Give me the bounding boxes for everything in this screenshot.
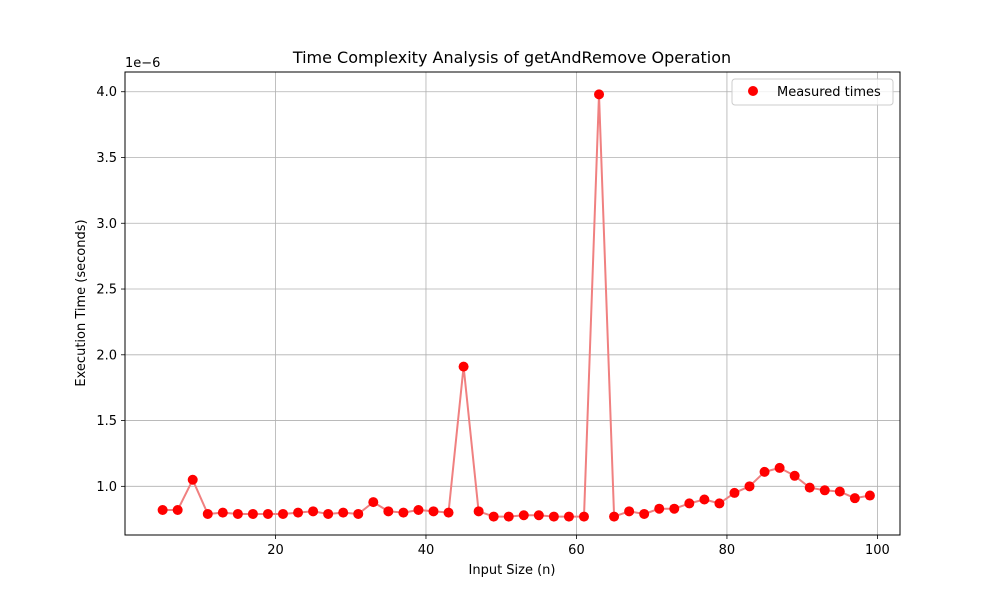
data-point: [578, 511, 589, 522]
chart-title: Time Complexity Analysis of getAndRemove…: [292, 48, 731, 67]
legend-label: Measured times: [777, 85, 881, 100]
data-point: [338, 507, 349, 518]
data-point: [262, 508, 273, 519]
data-point: [759, 466, 770, 477]
legend-box: [731, 78, 894, 106]
data-point: [323, 508, 334, 519]
y-offset-label: 1e−6: [125, 56, 160, 71]
data-point: [789, 470, 800, 481]
data-point: [247, 508, 258, 519]
x-tick-label: 20: [267, 543, 284, 558]
data-point: [849, 493, 860, 504]
data-point: [594, 89, 605, 100]
data-point: [278, 508, 289, 519]
y-tick-label: 1.5: [96, 414, 117, 429]
data-point: [443, 507, 454, 518]
data-point: [473, 506, 484, 517]
data-point: [202, 508, 213, 519]
plot-area-frame: [124, 71, 901, 536]
data-point: [217, 507, 228, 518]
legend: Measured times: [731, 78, 894, 106]
data-point: [684, 498, 695, 509]
data-point: [714, 498, 725, 509]
data-point: [428, 506, 439, 517]
data-point: [609, 511, 620, 522]
data-point: [488, 511, 499, 522]
data-point: [669, 503, 680, 514]
data-point: [729, 487, 740, 498]
y-tick-label: 2.0: [96, 348, 117, 363]
y-tick-label: 4.0: [96, 85, 117, 100]
data-point: [639, 508, 650, 519]
x-tick-label: 100: [865, 543, 890, 558]
y-tick-label: 3.5: [96, 151, 117, 166]
x-tick-label: 40: [418, 543, 435, 558]
data-point: [353, 508, 364, 519]
legend-marker: [748, 86, 758, 96]
grid-lines: [125, 72, 900, 535]
y-axis-label: Execution Time (seconds): [74, 219, 89, 386]
data-point: [774, 462, 785, 473]
data-point: [172, 505, 183, 516]
data-point: [624, 506, 635, 517]
x-tick-label: 60: [568, 543, 585, 558]
x-axis-label: Input Size (n): [469, 563, 556, 578]
data-point: [834, 486, 845, 497]
data-point: [563, 511, 574, 522]
data-point: [744, 481, 755, 492]
data-point: [548, 511, 559, 522]
y-tick-label: 2.5: [96, 283, 117, 298]
data-point: [533, 510, 544, 521]
data-point: [699, 494, 710, 505]
data-point: [308, 506, 319, 517]
data-point: [518, 510, 529, 521]
data-point: [413, 505, 424, 516]
series-points: [157, 89, 875, 522]
data-point: [187, 474, 198, 485]
data-point: [654, 503, 665, 514]
data-point: [804, 482, 815, 493]
data-point: [368, 497, 379, 508]
data-point: [458, 361, 469, 372]
data-point: [383, 506, 394, 517]
data-point: [398, 507, 409, 518]
x-tick-label: 80: [719, 543, 736, 558]
data-point: [293, 507, 304, 518]
x-axis-ticks: 20 40 60 80 100: [267, 535, 890, 558]
data-point: [232, 508, 243, 519]
y-axis-ticks: 1.0 1.5 2.0 2.5 3.0 3.5 4.0: [96, 85, 125, 495]
data-point: [864, 490, 875, 501]
data-point: [503, 511, 514, 522]
data-point: [157, 505, 168, 516]
y-tick-label: 1.0: [96, 480, 117, 495]
y-tick-label: 3.0: [96, 217, 117, 232]
data-point: [819, 485, 830, 496]
